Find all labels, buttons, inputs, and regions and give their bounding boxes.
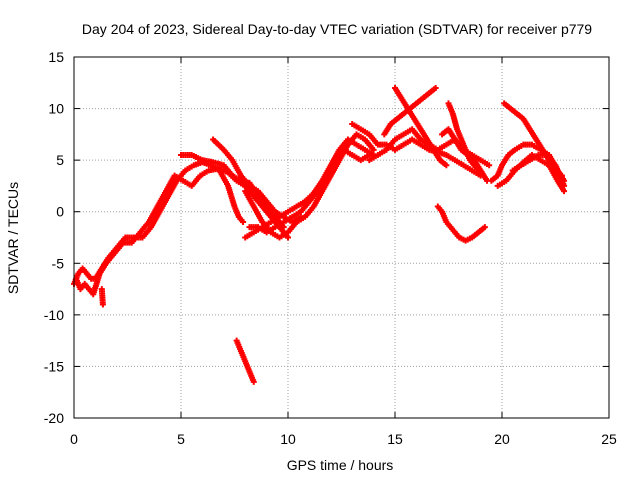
- x-tick-label: 5: [177, 431, 185, 447]
- y-tick-label: 5: [56, 152, 64, 168]
- data-point: [561, 182, 568, 189]
- data-point: [240, 219, 247, 226]
- y-tick-label: 10: [48, 101, 64, 117]
- y-tick-label: -5: [52, 255, 65, 271]
- plot-frame: [73, 56, 610, 419]
- x-tick-label: 25: [601, 431, 617, 447]
- data-point: [370, 146, 377, 153]
- data-point: [285, 234, 291, 241]
- grid-lines: [74, 57, 609, 418]
- data-point: [561, 188, 568, 195]
- data-point: [481, 224, 488, 231]
- y-tick-label: -20: [44, 410, 64, 426]
- data-point: [432, 84, 439, 91]
- series-track-s: [233, 337, 257, 385]
- series-track-t: [98, 286, 106, 308]
- series-track-g: [242, 131, 377, 241]
- data-point: [280, 224, 287, 231]
- series-track-n: [434, 203, 488, 244]
- data-point: [443, 162, 450, 169]
- x-axis-label: GPS time / hours: [287, 457, 394, 473]
- series-track-c: [178, 151, 287, 231]
- series-track-a: [71, 159, 247, 287]
- data-point: [486, 162, 493, 169]
- y-tick-label: 0: [56, 204, 64, 220]
- data-points: [71, 84, 568, 385]
- data-point: [99, 301, 106, 308]
- series-track-k: [381, 84, 439, 138]
- x-tick-label: 15: [387, 431, 403, 447]
- y-tick-label: -10: [44, 307, 64, 323]
- data-point: [250, 378, 257, 385]
- chart-title: Day 204 of 2023, Sidereal Day-to-day VTE…: [82, 21, 592, 37]
- data-point: [366, 151, 373, 158]
- y-axis-label: SDTVAR / TECUs: [5, 182, 21, 294]
- y-tick-label: -15: [44, 358, 64, 374]
- x-tick-label: 20: [494, 431, 510, 447]
- x-tick-label: 0: [70, 431, 78, 447]
- axis-ticks: 0 5 10 15 20 25 -20 -15 -10 -5 0 5 10 15: [44, 49, 617, 447]
- x-tick-label: 10: [280, 431, 296, 447]
- y-tick-label: 15: [48, 49, 64, 65]
- series-track-r: [509, 151, 568, 189]
